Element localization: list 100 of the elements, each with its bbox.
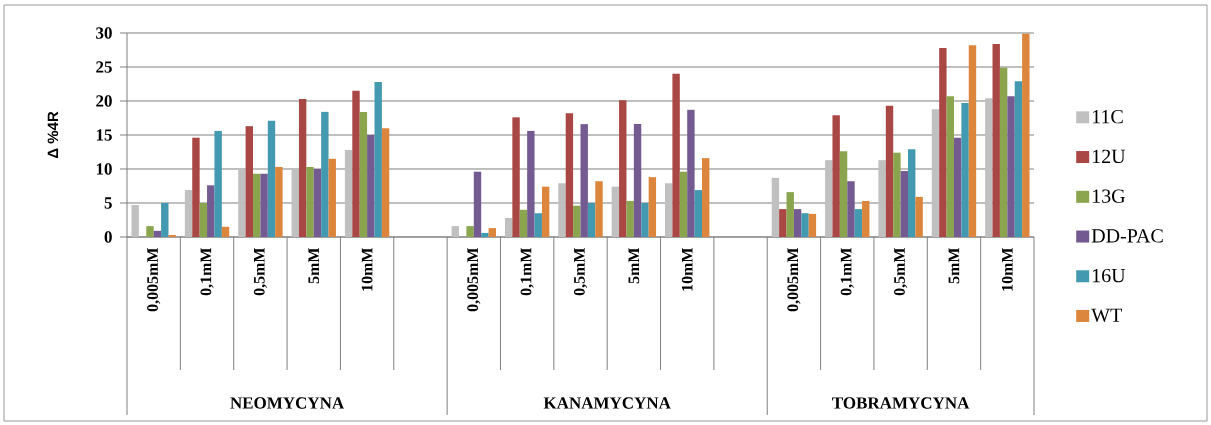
x-tick-label: 10mM xyxy=(361,247,373,291)
bar xyxy=(839,151,848,237)
bar xyxy=(168,234,176,237)
bar xyxy=(580,124,588,237)
bar xyxy=(146,226,154,237)
bar xyxy=(275,166,283,237)
bar xyxy=(313,168,322,237)
legend-label: WT xyxy=(1091,308,1122,323)
bar xyxy=(665,183,673,237)
bar xyxy=(260,173,268,237)
bar xyxy=(847,181,855,237)
bar xyxy=(878,160,886,237)
y-axis-title: Δ %4R xyxy=(47,111,59,159)
bar xyxy=(672,73,680,237)
x-tick-label: 0,5mM xyxy=(573,247,588,296)
bar xyxy=(694,190,703,237)
bar xyxy=(862,200,870,237)
bar xyxy=(184,190,193,237)
bar xyxy=(1022,33,1030,237)
y-tick-label: 30 xyxy=(96,27,112,39)
y-tick-label: 5 xyxy=(104,197,112,209)
bar xyxy=(611,186,620,237)
bar xyxy=(854,209,863,237)
bar xyxy=(451,226,459,237)
bar xyxy=(238,169,246,237)
x-tick-label: 5mM xyxy=(308,247,320,284)
bar xyxy=(961,103,969,237)
bar xyxy=(953,137,962,237)
bar xyxy=(825,160,833,237)
bar xyxy=(915,196,923,237)
bar xyxy=(573,205,581,237)
x-tick-label: 10mM xyxy=(681,247,693,291)
bar xyxy=(641,202,649,237)
bar xyxy=(267,120,276,237)
bar xyxy=(245,126,253,237)
bar xyxy=(779,209,787,237)
bar xyxy=(702,158,710,237)
bar xyxy=(221,226,230,237)
text: TOBRAMYCYNA xyxy=(832,397,970,409)
bar xyxy=(519,209,528,237)
x-tick-label: 0,1mM xyxy=(200,247,214,296)
bar xyxy=(541,186,550,237)
bar xyxy=(1007,96,1015,237)
bar xyxy=(587,202,596,237)
x-tick-label: 5mM xyxy=(948,247,960,284)
bar xyxy=(1014,81,1023,237)
x-tick-label: 0,1mM xyxy=(840,247,854,296)
bar xyxy=(199,202,208,237)
bar xyxy=(298,98,307,237)
bar xyxy=(381,128,390,237)
x-tick-label: 0,5mM xyxy=(253,247,267,296)
y-tick-label: 25 xyxy=(96,61,112,73)
bar xyxy=(595,181,603,237)
text: KANAMYCYNA xyxy=(543,397,671,409)
x-tick-label: 0,5mM xyxy=(894,247,908,296)
bar xyxy=(534,213,542,237)
x-tick-label: 5mM xyxy=(628,247,640,284)
bar xyxy=(893,152,901,237)
bar xyxy=(793,209,802,237)
bar xyxy=(131,205,139,237)
bar xyxy=(565,113,574,237)
legend-label: 16U xyxy=(1092,268,1126,283)
y-tick-label: 10 xyxy=(96,163,112,175)
bar xyxy=(992,43,1000,237)
bar xyxy=(771,177,780,237)
bar xyxy=(367,134,375,237)
bar xyxy=(885,105,894,237)
bar xyxy=(466,226,474,237)
bar xyxy=(648,177,657,237)
x-tick-label: 0,005mM xyxy=(147,247,161,312)
bar xyxy=(900,171,909,237)
x-tick-label: 0,005mM xyxy=(467,247,481,312)
bar xyxy=(252,173,261,237)
bar xyxy=(359,111,368,237)
bar xyxy=(512,117,520,237)
x-tick-label: 0,1mM xyxy=(520,247,534,296)
y-tick-label: 20 xyxy=(96,95,112,107)
bar xyxy=(488,228,496,237)
bar xyxy=(619,100,627,237)
legend-label: 12U xyxy=(1092,149,1126,164)
x-tick-label: 0,005mM xyxy=(787,247,801,312)
bar xyxy=(999,67,1008,237)
bar xyxy=(527,130,535,237)
y-tick-label: 0 xyxy=(104,231,112,243)
bar xyxy=(968,45,977,237)
bar xyxy=(291,169,299,237)
bar xyxy=(687,109,695,237)
bar xyxy=(192,137,200,237)
legend-label: DD-PAC xyxy=(1091,229,1163,243)
bar xyxy=(801,213,809,237)
bar xyxy=(832,115,840,237)
bar xyxy=(504,217,513,237)
x-tick-label: 10mM xyxy=(1001,247,1013,291)
bar xyxy=(328,158,336,237)
bar xyxy=(626,200,634,237)
text: NEOMYCYNA xyxy=(230,397,345,409)
bar xyxy=(985,98,993,237)
bar xyxy=(946,96,954,237)
bar xyxy=(786,192,794,237)
legend-label: 13G xyxy=(1092,189,1126,203)
